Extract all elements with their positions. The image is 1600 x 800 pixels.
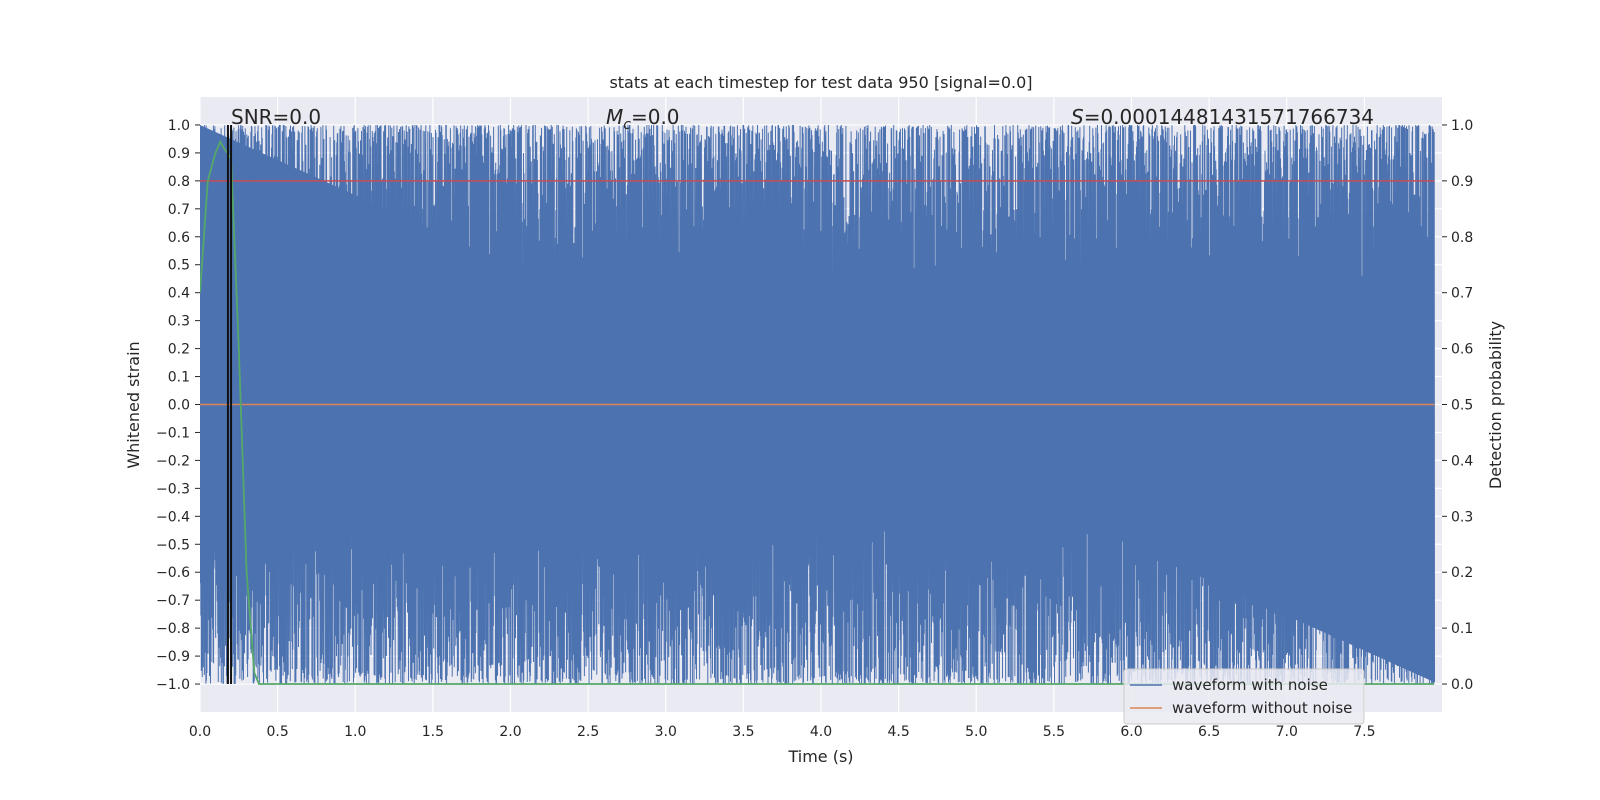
y-tick-label: 0.1 (168, 370, 190, 386)
x-tick-label: 4.5 (887, 724, 909, 740)
y-tick-label: −0.3 (156, 481, 190, 497)
x-tick-labels: 0.0 0.5 1.0 1.5 2.0 2.5 3.0 3.5 4.0 4.5 5.0 5.5 6.0 6… (189, 724, 1376, 740)
x-tick-label: 4.0 (810, 724, 832, 740)
legend: waveform with noise waveform without noi… (1123, 668, 1365, 725)
legend-label-noise: waveform with noise (1172, 676, 1328, 694)
y-tick-label: 1.0 (168, 118, 190, 134)
s-annotation: S=0.00014481431571766734 (1071, 105, 1374, 129)
vertical-markers (226, 124, 233, 685)
y-tick-label: 0.4 (168, 286, 190, 302)
y-tick-label: −1.0 (156, 677, 190, 693)
y2-tick-label: 0.0 (1451, 677, 1473, 693)
y2-tick-label: 1.0 (1451, 118, 1473, 134)
x-tick-label: 3.5 (732, 724, 754, 740)
x-tick-label: 6.5 (1198, 724, 1220, 740)
chirp-mass-annotation: Mc=0.0 (606, 105, 680, 133)
x-tick-label: 0.0 (189, 724, 211, 740)
x-tick-label: 1.5 (422, 724, 444, 740)
x-tick-label: 5.0 (965, 724, 987, 740)
y-tick-label: 0.2 (168, 342, 190, 358)
x-axis-label: Time (s) (787, 747, 853, 766)
y-tick-label: −0.9 (156, 649, 190, 665)
x-tick-label: 1.0 (344, 724, 366, 740)
y-tick-label: −0.7 (156, 593, 190, 609)
y-tick-label: 0.8 (168, 174, 190, 190)
y2-tick-label: 0.6 (1451, 342, 1473, 358)
y-tick-label: 0.3 (168, 314, 190, 330)
snr-annotation: SNR=0.0 (231, 105, 321, 129)
y2-tick-label: 0.9 (1451, 174, 1473, 190)
series-detection-probability (200, 139, 1435, 685)
y-tick-label: −0.8 (156, 621, 190, 637)
y2-tick-label: 0.2 (1451, 565, 1473, 581)
y-axis-label: Whitened strain (124, 341, 143, 468)
x-tick-label: 0.5 (266, 724, 288, 740)
x-tick-label: 3.0 (655, 724, 677, 740)
y-tick-label: 0.9 (168, 146, 190, 162)
legend-box (1123, 668, 1365, 725)
y-tick-label: 0.7 (168, 202, 190, 218)
y-tick-label: 0.5 (168, 258, 190, 274)
x-tick-label: 7.0 (1276, 724, 1298, 740)
y2-tick-label: 0.5 (1451, 398, 1473, 414)
x-tick-label: 5.5 (1043, 724, 1065, 740)
chart-title: stats at each timestep for test data 950… (609, 73, 1032, 92)
x-tick-label: 2.5 (577, 724, 599, 740)
x-tick-label: 2.0 (499, 724, 521, 740)
x-tick-label: 6.0 (1120, 724, 1142, 740)
y2-tick-label: 0.1 (1451, 621, 1473, 637)
y2-tick-labels: 1.0 0.9 0.8 0.7 0.6 0.5 0.4 0.3 0.2 0.1 0.0 (1442, 118, 1473, 693)
y2-tick-label: 0.7 (1451, 286, 1473, 302)
y-tick-label: 0.0 (168, 398, 190, 414)
x-tick-label: 7.5 (1353, 724, 1375, 740)
y2-tick-label: 0.4 (1451, 453, 1473, 469)
y-tick-label: 0.6 (168, 230, 190, 246)
y2-tick-label: 0.8 (1451, 230, 1473, 246)
y-tick-label: −0.6 (156, 565, 190, 581)
legend-label-clean: waveform without noise (1172, 699, 1352, 717)
y2-tick-label: 0.3 (1451, 509, 1473, 525)
y-tick-label: −0.4 (156, 509, 190, 525)
y-tick-label: −0.5 (156, 537, 190, 553)
y2-axis-label: Detection probability (1486, 321, 1505, 489)
y-tick-labels: 1.0 0.9 0.8 0.7 0.6 0.5 0.4 0.3 0.2 0.1 0.0 −0.1 −0.… (156, 118, 200, 693)
y-tick-label: −0.2 (156, 453, 190, 469)
y-tick-label: −0.1 (156, 425, 190, 441)
